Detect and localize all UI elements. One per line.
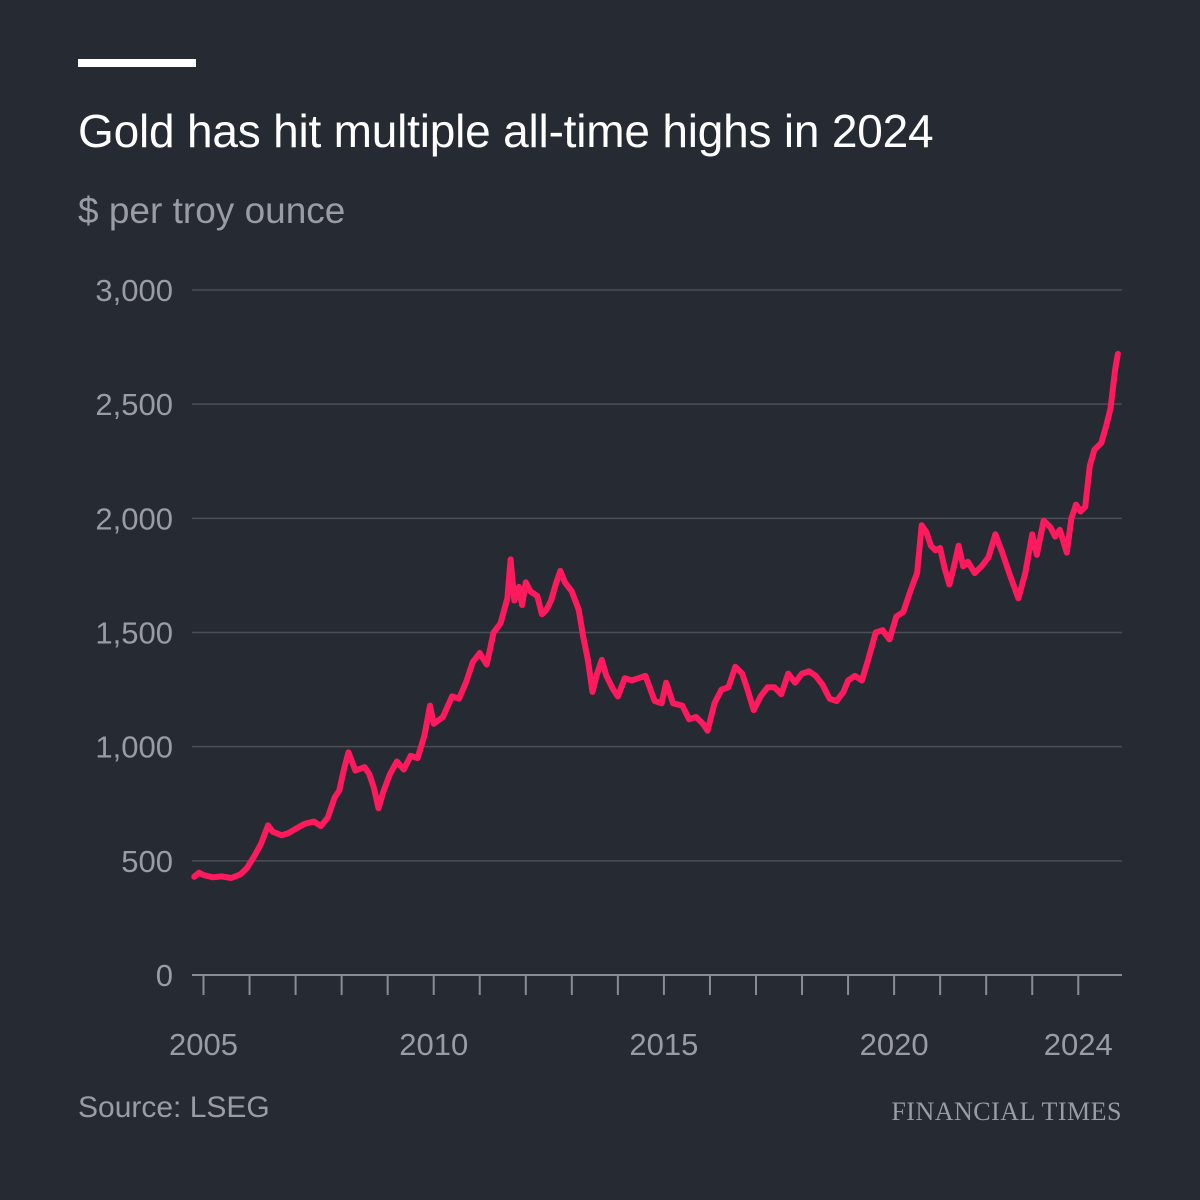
x-tick-label: 2005 [169, 1027, 238, 1062]
y-tick-label: 1,000 [95, 730, 173, 765]
x-tick-label: 2010 [399, 1027, 468, 1062]
x-axis: 2005 2010 2015 2020 2024 [169, 974, 1122, 1062]
gridlines [192, 289, 1122, 862]
y-tick-label: 1,500 [95, 616, 173, 651]
y-tick-labels: 0 500 1,000 1,500 2,000 2,500 3,000 [95, 273, 173, 993]
y-tick-label: 2,500 [95, 387, 173, 422]
y-tick-label: 500 [121, 844, 173, 879]
y-tick-label: 0 [156, 958, 173, 993]
chart-title: Gold has hit multiple all-time highs in … [78, 105, 934, 157]
gold-price-line [191, 350, 1121, 881]
top-rule [78, 59, 196, 67]
y-tick-label: 2,000 [95, 501, 173, 536]
y-tick-label: 3,000 [95, 273, 173, 308]
chart-subtitle: $ per troy ounce [78, 190, 346, 231]
x-tick-label: 2020 [860, 1027, 929, 1062]
ft-wordmark: FINANCIAL TIMES [891, 1097, 1122, 1126]
x-tick-label: 2024 [1044, 1027, 1113, 1062]
source-note: Source: LSEG [78, 1091, 270, 1124]
x-tick-label: 2015 [629, 1027, 698, 1062]
